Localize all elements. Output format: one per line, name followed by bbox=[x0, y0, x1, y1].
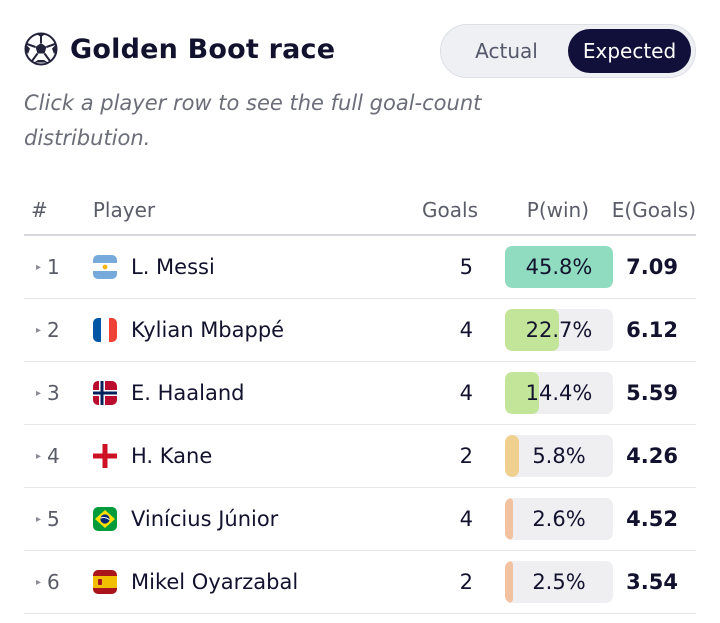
page-title: Golden Boot race bbox=[70, 33, 336, 65]
player-name: Kylian Mbappé bbox=[131, 318, 285, 342]
expand-caret-icon[interactable]: ▸ bbox=[36, 261, 42, 273]
pwin-label: 22.7% bbox=[525, 318, 593, 342]
pwin-bar-fill bbox=[505, 309, 559, 351]
rank-number: 5 bbox=[47, 507, 60, 531]
table-row[interactable]: ▸ 1 L. Messi 5 45.8% 7.09 bbox=[24, 236, 696, 299]
instructions-text: Click a player row to see the full goal-… bbox=[24, 91, 482, 150]
table-row[interactable]: ▸ 6 Mikel Oyarzabal 2 2.5% 3.54 bbox=[24, 551, 696, 614]
expand-caret-icon[interactable]: ▸ bbox=[36, 450, 42, 462]
rank-number: 6 bbox=[47, 570, 60, 594]
pwin-cell: 5.8% bbox=[505, 435, 613, 477]
egoals-cell: 7.09 bbox=[626, 255, 678, 279]
egoals-cell: 3.54 bbox=[626, 570, 678, 594]
pwin-bar-track bbox=[505, 246, 613, 288]
actual-expected-toggle[interactable]: Actual Expected bbox=[440, 24, 696, 78]
argentina-flag-icon bbox=[93, 255, 117, 279]
pwin-label: 5.8% bbox=[532, 444, 586, 468]
player-name: E. Haaland bbox=[131, 381, 245, 405]
column-header-goals[interactable]: Goals bbox=[422, 198, 479, 222]
table-row[interactable]: ▸ 4 H. Kane 2 5.8% 4.26 bbox=[24, 425, 696, 488]
pwin-bar-track bbox=[505, 498, 613, 540]
pwin-bar-fill bbox=[505, 246, 613, 288]
pwin-label: 2.5% bbox=[532, 570, 586, 594]
row-rank[interactable]: ▸ 4 bbox=[24, 444, 93, 468]
rank-number: 1 bbox=[47, 255, 60, 279]
player-cell: Mikel Oyarzabal bbox=[93, 570, 391, 594]
table-row[interactable]: ▸ 5 Vinícius Júnior 4 2.6% 4.52 bbox=[24, 488, 696, 551]
pwin-bar-fill bbox=[505, 498, 513, 540]
france-flag-icon bbox=[93, 318, 117, 342]
pwin-cell: 22.7% bbox=[505, 309, 613, 351]
toggle-actual[interactable]: Actual bbox=[475, 39, 538, 63]
player-cell: H. Kane bbox=[93, 444, 391, 468]
expand-caret-icon[interactable]: ▸ bbox=[36, 576, 42, 588]
pwin-label: 45.8% bbox=[525, 255, 593, 279]
pwin-bar-fill bbox=[505, 435, 519, 477]
norway-flag-icon bbox=[93, 381, 117, 405]
player-name: Mikel Oyarzabal bbox=[131, 570, 299, 594]
pwin-cell: 2.5% bbox=[505, 561, 613, 603]
egoals-cell: 5.59 bbox=[626, 381, 678, 405]
pwin-bar-fill bbox=[505, 561, 513, 603]
column-header-rank: # bbox=[31, 198, 48, 222]
egoals-cell: 6.12 bbox=[626, 318, 678, 342]
expand-caret-icon[interactable]: ▸ bbox=[36, 324, 42, 336]
goals-cell: 4 bbox=[459, 318, 473, 342]
pwin-label: 14.4% bbox=[525, 381, 593, 405]
pwin-label: 2.6% bbox=[532, 507, 586, 531]
pwin-bar-track bbox=[505, 561, 613, 603]
toggle-expected[interactable]: Expected bbox=[568, 29, 691, 73]
row-rank[interactable]: ▸ 6 bbox=[24, 570, 93, 594]
table-header: # Player Goals P(win) E(Goals) bbox=[24, 186, 696, 236]
goals-cell: 4 bbox=[459, 507, 473, 531]
brazil-flag-icon bbox=[93, 507, 117, 531]
goals-cell: 5 bbox=[459, 255, 473, 279]
row-rank[interactable]: ▸ 3 bbox=[24, 381, 93, 405]
rank-number: 3 bbox=[47, 381, 60, 405]
title-wrap: Golden Boot race bbox=[24, 32, 335, 66]
player-name: L. Messi bbox=[131, 255, 215, 279]
player-name: Vinícius Júnior bbox=[131, 507, 279, 531]
pwin-cell: 2.6% bbox=[505, 498, 613, 540]
egoals-cell: 4.26 bbox=[626, 444, 678, 468]
row-rank[interactable]: ▸ 1 bbox=[24, 255, 93, 279]
golden-boot-table: # Player Goals P(win) E(Goals) ▸ 1 L. Mess… bbox=[24, 186, 696, 614]
expand-caret-icon[interactable]: ▸ bbox=[36, 513, 42, 525]
goals-cell: 2 bbox=[459, 444, 473, 468]
column-header-pwin[interactable]: P(win) bbox=[526, 198, 590, 222]
pwin-cell: 45.8% bbox=[505, 246, 613, 288]
row-rank[interactable]: ▸ 2 bbox=[24, 318, 93, 342]
pwin-bar-track bbox=[505, 435, 613, 477]
pwin-cell: 14.4% bbox=[505, 372, 613, 414]
pwin-bar-track bbox=[505, 372, 613, 414]
header: Golden Boot race Actual Expected bbox=[24, 24, 696, 78]
spain-flag-icon bbox=[93, 570, 117, 594]
england-flag-icon bbox=[93, 444, 117, 468]
player-name: H. Kane bbox=[131, 444, 213, 468]
table-row[interactable]: ▸ 3 E. Haaland 4 14.4% 5.59 bbox=[24, 362, 696, 425]
expand-caret-icon[interactable]: ▸ bbox=[36, 387, 42, 399]
player-cell: L. Messi bbox=[93, 255, 391, 279]
rank-number: 2 bbox=[47, 318, 60, 342]
soccer-ball-icon bbox=[24, 32, 58, 66]
player-cell: Vinícius Júnior bbox=[93, 507, 391, 531]
goals-cell: 4 bbox=[459, 381, 473, 405]
pwin-bar-fill bbox=[505, 372, 539, 414]
column-header-player: Player bbox=[92, 198, 156, 222]
rank-number: 4 bbox=[47, 444, 60, 468]
player-cell: Kylian Mbappé bbox=[93, 318, 391, 342]
player-cell: E. Haaland bbox=[93, 381, 391, 405]
table-body: ▸ 1 L. Messi 5 45.8% 7.09 ▸ 2 Kylian Mbappé 4 22.7… bbox=[24, 236, 696, 614]
table-row[interactable]: ▸ 2 Kylian Mbappé 4 22.7% 6.12 bbox=[24, 299, 696, 362]
row-rank[interactable]: ▸ 5 bbox=[24, 507, 93, 531]
column-header-egoals[interactable]: E(Goals) bbox=[611, 198, 696, 222]
pwin-bar-track bbox=[505, 309, 613, 351]
goals-cell: 2 bbox=[459, 570, 473, 594]
egoals-cell: 4.52 bbox=[626, 507, 678, 531]
